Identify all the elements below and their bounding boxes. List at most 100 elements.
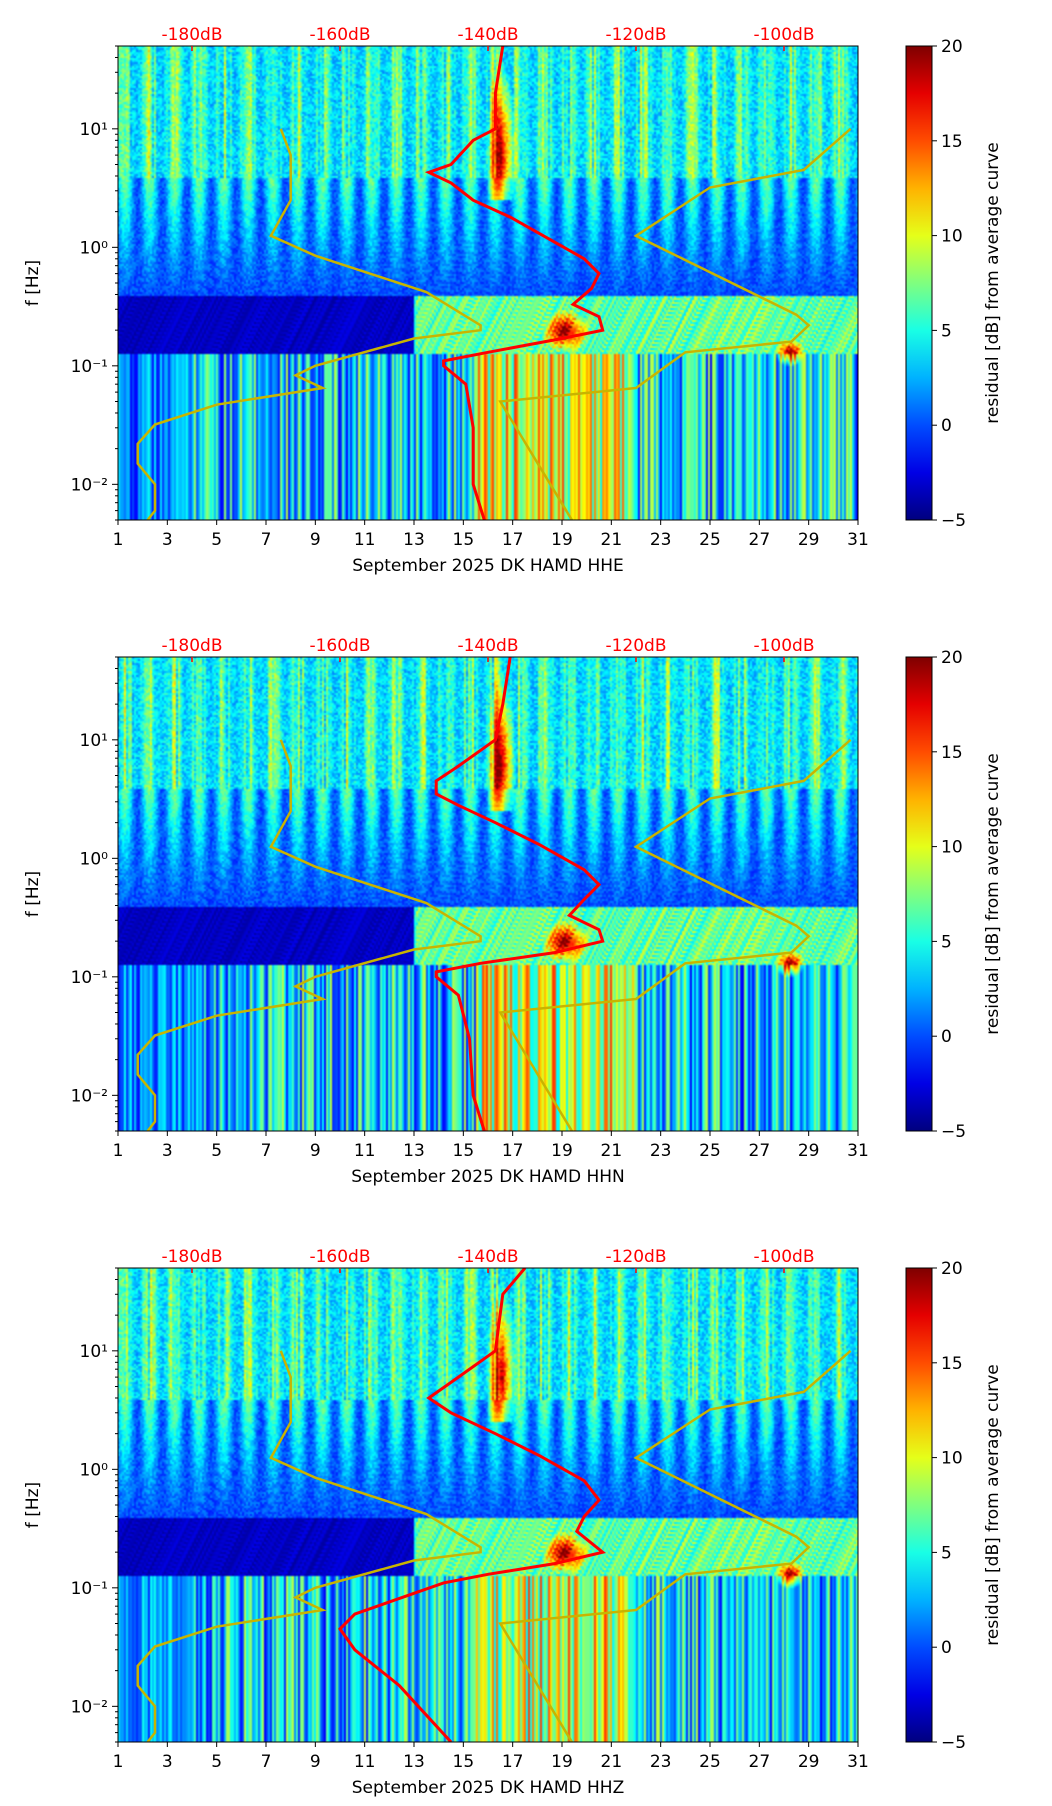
top-db-label: -140dB [457,25,518,45]
high-noise-model-line [498,738,852,1131]
top-db-label: -180dB [161,25,222,45]
x-tick-label: 1 [113,530,124,550]
panel-hhe: 1 3 5 7 9 11 13 15 17 19 21 23 25 27 29 31 September 202… [0,0,1052,600]
high-noise-model-line [498,127,852,520]
colorbar-label: residual [dB] from average curve [983,1364,1003,1645]
colorbar [905,656,933,1132]
x-axis-label: September 2025 DK HAMD HHE [352,556,624,576]
y-tick-label: 10⁻² [71,1697,108,1717]
x-tick-label: 7 [261,1141,272,1161]
high-noise-model-line [498,1349,852,1742]
plot-frame [117,45,859,521]
colorbar-label: residual [dB] from average curve [983,753,1003,1034]
colorbar-tick-label: 5 [941,932,952,952]
x-tick-label: 21 [601,1752,623,1772]
top-db-label: -160dB [309,636,370,656]
y-tick-label: 10⁰ [80,238,109,258]
x-tick-label: 25 [699,1141,721,1161]
y-tick-label: 10¹ [80,120,108,140]
x-tick-label: 17 [502,530,524,550]
top-db-label: -120dB [605,25,666,45]
top-db-label: -100dB [753,1247,814,1267]
x-tick-label: 3 [162,1752,173,1772]
low-noise-model-line [136,739,482,1131]
x-tick-label: 27 [749,530,771,550]
x-tick-label: 17 [502,1141,524,1161]
x-tick-label: 25 [699,530,721,550]
y-tick-label: 10⁻¹ [71,968,108,988]
x-tick-label: 27 [749,1141,771,1161]
x-tick-label: 19 [551,1752,573,1772]
average-psd-curve [338,1268,607,1742]
colorbar-tick-label: 20 [941,648,963,668]
y-tick-label: 10⁻² [71,475,108,495]
x-tick-label: 29 [798,530,820,550]
x-tick-label: 27 [749,1752,771,1772]
top-db-label: -140dB [457,1247,518,1267]
panel-hhz: 1 3 5 7 9 11 13 15 17 19 21 23 25 27 29 31 September 202… [0,1222,1052,1806]
colorbar-tick-label: −5 [941,1733,966,1753]
x-tick-label: 5 [211,1141,222,1161]
y-tick-label: 10⁰ [80,849,109,869]
y-tick-label: 10⁻² [71,1086,108,1106]
colorbar-tick-label: 10 [941,227,963,247]
top-db-label: -120dB [605,636,666,656]
colorbar-tick-label: 15 [941,132,963,152]
colorbar-tick-label: 10 [941,838,963,858]
top-db-label: -160dB [309,1247,370,1267]
top-db-label: -120dB [605,1247,666,1267]
x-tick-label: 1 [113,1752,124,1772]
plot-frame [117,656,859,1132]
colorbar [905,45,933,521]
x-tick-label: 11 [354,1141,376,1161]
x-axis-label: September 2025 DK HAMD HHZ [352,1778,624,1798]
x-tick-label: 13 [403,1752,425,1772]
colorbar-tick-label: 5 [941,1543,952,1563]
average-psd-curve [424,46,605,520]
x-tick-label: 23 [650,530,672,550]
colorbar-tick-label: 15 [941,743,963,763]
x-tick-label: 23 [650,1141,672,1161]
x-tick-label: 13 [403,530,425,550]
x-tick-label: 15 [453,530,475,550]
top-db-label: -100dB [753,636,814,656]
x-tick-label: 17 [502,1752,524,1772]
x-tick-label: 25 [699,1752,721,1772]
y-tick-label: 10¹ [80,1342,108,1362]
x-tick-label: 7 [261,530,272,550]
x-tick-label: 31 [847,1752,869,1772]
y-axis-label: f [Hz] [23,1482,43,1528]
low-noise-model-line [136,1350,482,1742]
colorbar-tick-label: 0 [941,1027,952,1047]
x-tick-label: 31 [847,1141,869,1161]
colorbar-tick-label: 10 [941,1449,963,1469]
y-tick-label: 10⁻¹ [71,357,108,377]
x-tick-label: 5 [211,530,222,550]
colorbar-tick-label: 20 [941,37,963,57]
plot-frame [117,1267,859,1743]
x-tick-label: 7 [261,1752,272,1772]
colorbar-tick-label: 0 [941,1638,952,1658]
x-tick-label: 9 [310,1141,321,1161]
x-tick-label: 29 [798,1141,820,1161]
top-db-label: -180dB [161,1247,222,1267]
y-tick-label: 10⁻¹ [71,1579,108,1599]
top-db-label: -100dB [753,25,814,45]
colorbar-tick-label: −5 [941,1122,966,1142]
x-axis-label: September 2025 DK HAMD HHN [351,1167,625,1187]
top-db-label: -140dB [457,636,518,656]
x-tick-label: 21 [601,530,623,550]
x-tick-label: 19 [551,1141,573,1161]
colorbar-tick-label: 5 [941,321,952,341]
x-tick-label: 15 [453,1141,475,1161]
x-tick-label: 31 [847,530,869,550]
colorbar-tick-label: −5 [941,511,966,531]
x-tick-label: 13 [403,1141,425,1161]
x-tick-label: 11 [354,530,376,550]
low-noise-model-line [136,128,482,520]
average-psd-curve [434,657,605,1131]
x-tick-label: 11 [354,1752,376,1772]
